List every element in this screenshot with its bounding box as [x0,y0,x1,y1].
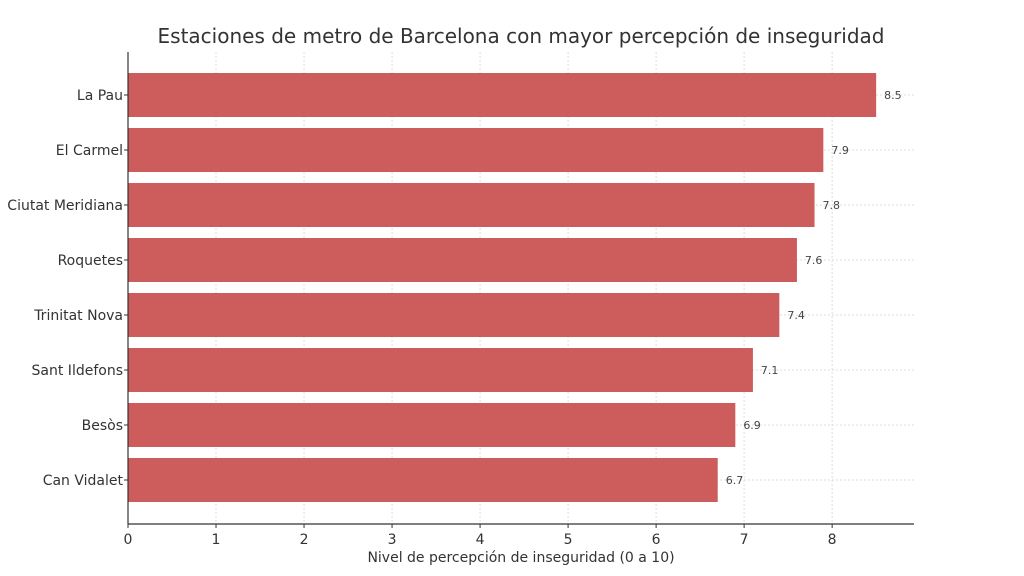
axes [127,52,914,525]
bar [128,458,718,502]
y-tick-label: Ciutat Meridiana [7,198,123,214]
x-tick-label: 5 [564,532,573,548]
x-ticks: 0 1 2 3 4 5 6 7 8 [124,524,837,548]
bar [128,348,753,392]
data-label: 7.4 [787,309,805,322]
y-tick-label: Sant Ildefons [32,363,123,379]
data-label: 6.7 [726,474,744,487]
x-axis-label: Nivel de percepción de inseguridad (0 a … [367,550,674,566]
data-label: 7.9 [831,144,849,157]
y-tick-label: La Pau [77,88,123,104]
grid [127,52,914,524]
y-tick-label: Can Vidalet [43,473,124,489]
x-tick-label: 3 [388,532,397,548]
chart-title: Estaciones de metro de Barcelona con may… [158,24,885,48]
bar [128,183,815,227]
data-label: 7.8 [823,199,841,212]
bar [128,293,780,337]
bar [128,403,736,447]
x-tick-label: 6 [652,532,661,548]
y-ticks: La Pau El Carmel Ciutat Meridiana Roquetes T… [7,88,128,489]
x-tick-label: 7 [740,532,749,548]
bars: 8.5 7.9 7.8 7.6 7.4 7.1 6.9 6.7 [128,73,902,502]
y-tick-label: Besòs [82,418,123,434]
bar [128,128,824,172]
x-tick-label: 0 [124,532,133,548]
data-label: 6.9 [743,419,761,432]
data-label: 8.5 [884,89,902,102]
y-tick-label: Roquetes [58,253,123,269]
bar [128,238,797,282]
y-tick-label: Trinitat Nova [33,308,123,324]
x-tick-label: 1 [212,532,221,548]
data-label: 7.1 [761,364,779,377]
x-tick-label: 4 [476,532,485,548]
bar [128,73,877,117]
x-tick-label: 2 [300,532,309,548]
x-tick-label: 8 [828,532,837,548]
data-label: 7.6 [805,254,823,267]
y-tick-label: El Carmel [56,143,123,159]
